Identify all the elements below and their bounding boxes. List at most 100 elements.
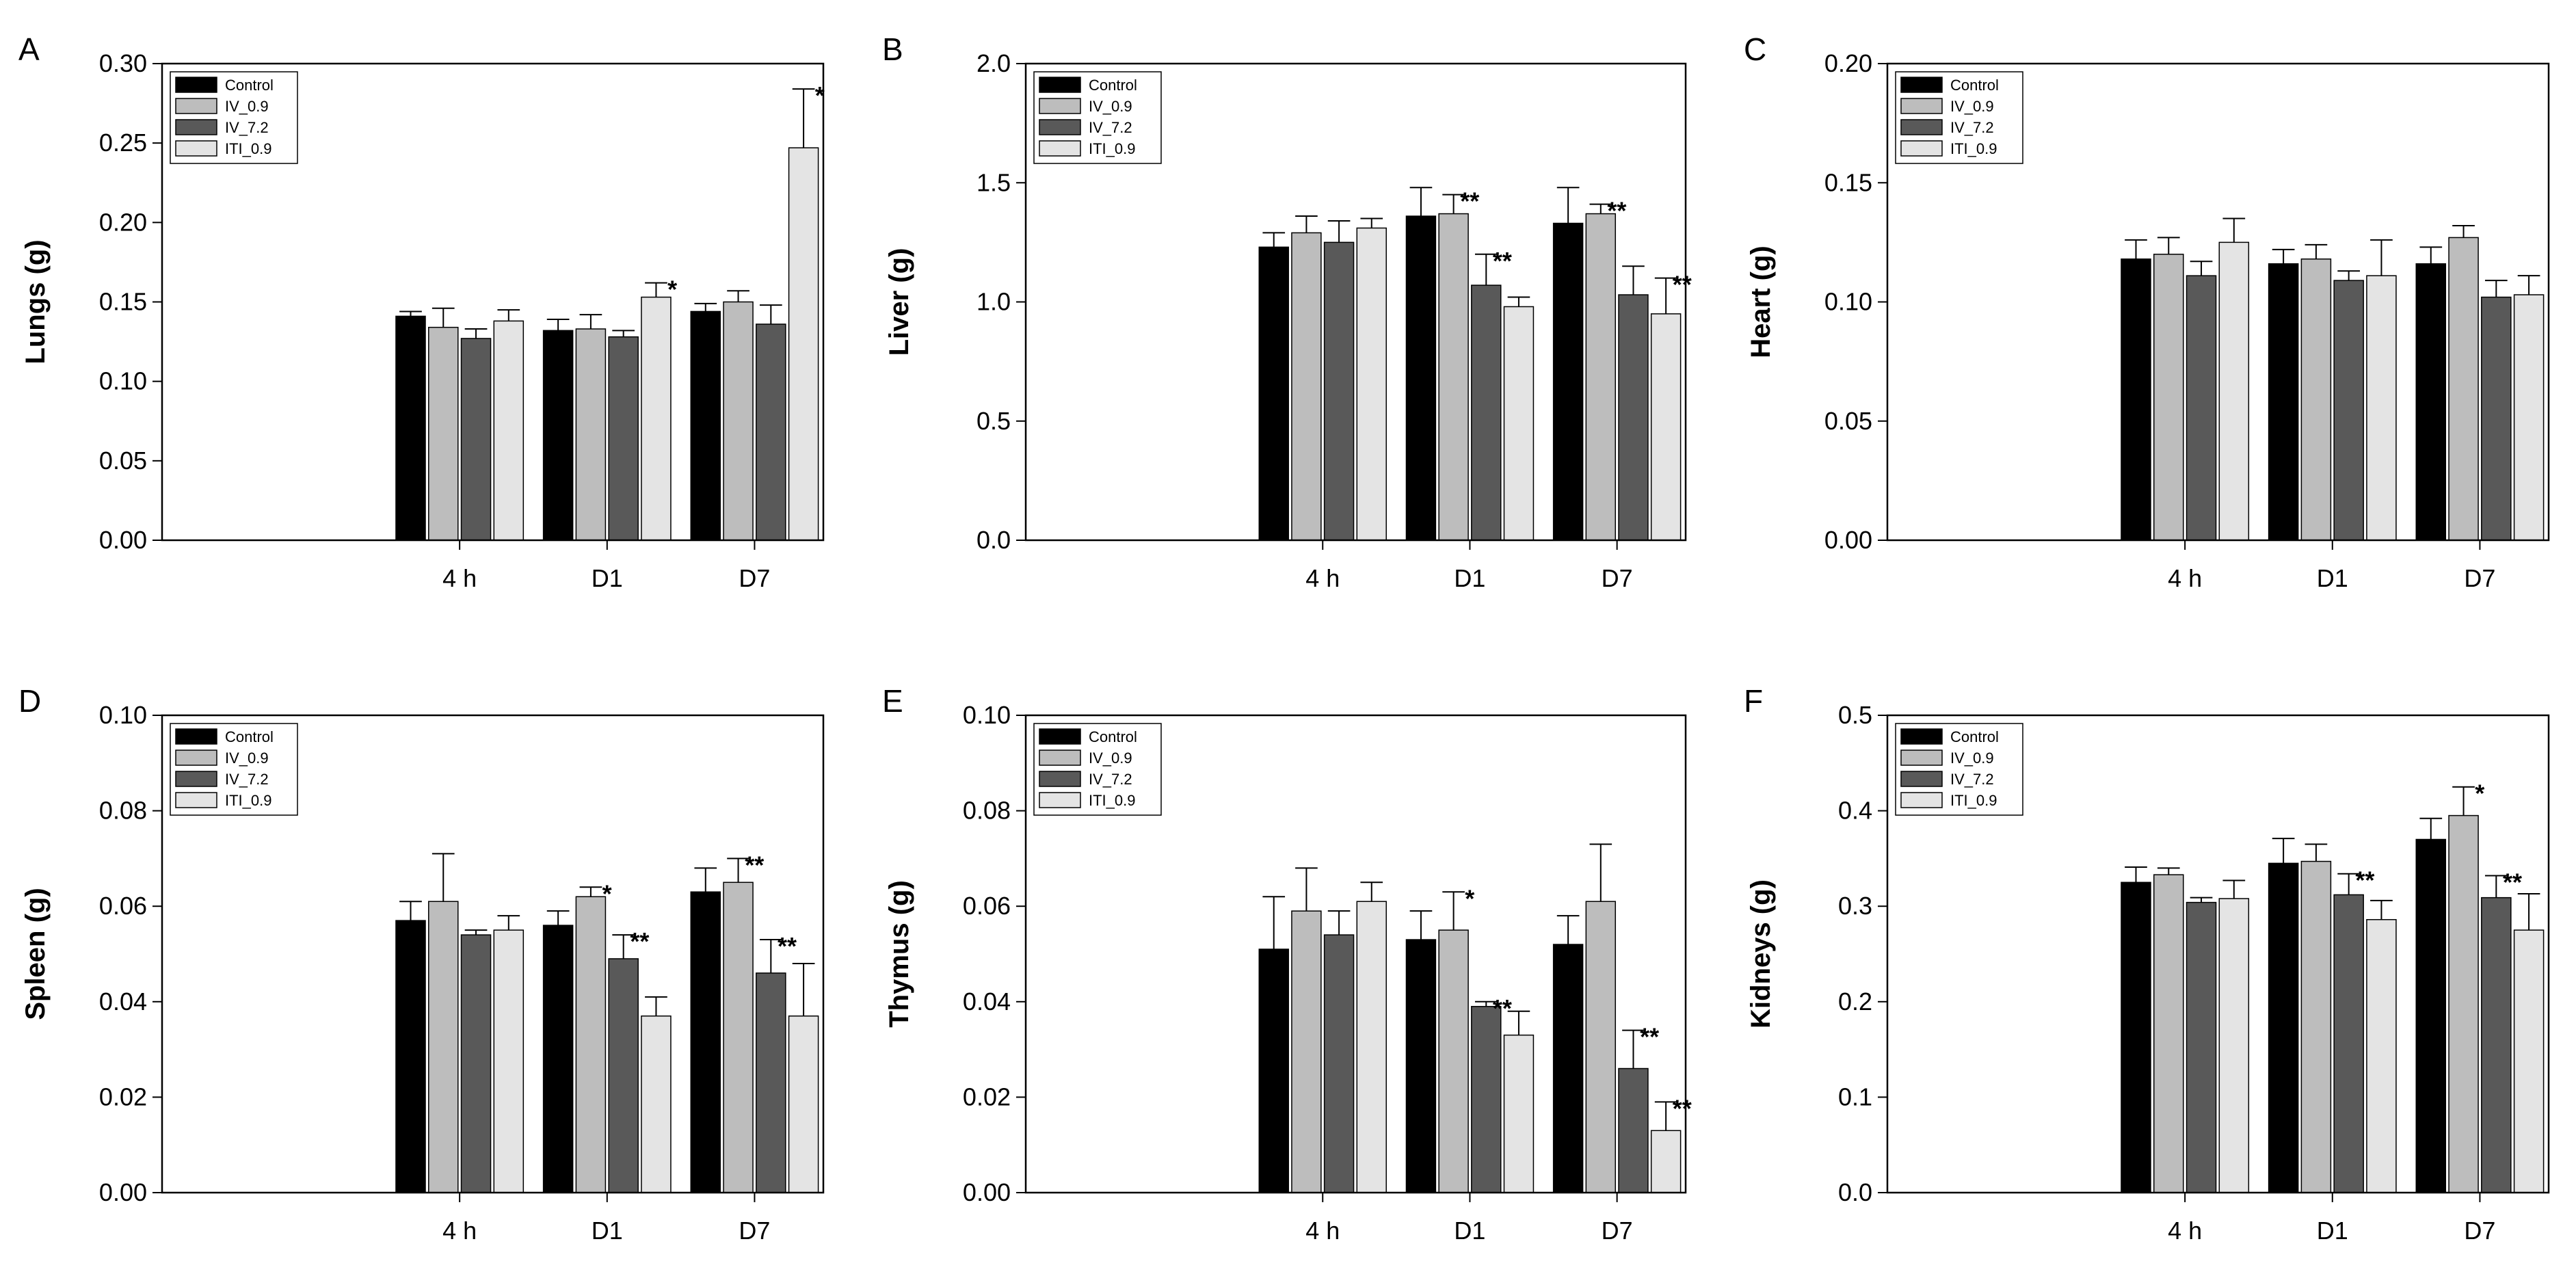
legend-swatch xyxy=(175,771,217,787)
legend-label: Control xyxy=(225,728,274,745)
legend-label: IV_7.2 xyxy=(225,119,269,136)
significance-marker: * xyxy=(667,276,677,304)
y-tick-label: 0.30 xyxy=(99,49,147,77)
legend-label: Control xyxy=(225,77,274,94)
legend-swatch xyxy=(1900,792,1943,808)
legend-label: ITI_0.9 xyxy=(1950,792,1997,809)
bar-iv-7.2-4h xyxy=(2186,901,2217,1193)
bar-iti-0.9-4h xyxy=(1356,227,1387,541)
significance-marker: ** xyxy=(1673,1094,1692,1122)
x-tick-label: D1 xyxy=(2317,1217,2348,1245)
bar-control-4h xyxy=(2121,881,2151,1193)
bar-control-4h xyxy=(1258,246,1289,541)
bar-iv-0.9-d1 xyxy=(2300,860,2332,1193)
plot-frame xyxy=(1886,62,2550,542)
legend: Control IV_0.9 IV_7.2 ITI_0.9 xyxy=(1033,71,1162,164)
significance-marker: ** xyxy=(1493,247,1512,275)
legend-label: ITI_0.9 xyxy=(1089,792,1135,809)
panel-a: A Lungs (g) 0.00 0.05 0.10 0.15 0.20 0.25 0.30 4 … xyxy=(18,31,825,592)
bar-control-d1 xyxy=(1405,939,1437,1193)
y-tick-label: 0.0 xyxy=(977,526,1011,554)
y-tick-label: 1.0 xyxy=(977,288,1011,316)
y-axis-title: Liver (g) xyxy=(884,248,914,356)
significance-marker: ** xyxy=(1493,994,1512,1022)
bar-control-d7 xyxy=(690,310,721,541)
bar-control-d7 xyxy=(1552,222,1584,541)
x-tick-label: D1 xyxy=(592,564,623,592)
legend-label: IV_7.2 xyxy=(1950,771,1994,788)
significance-marker: ** xyxy=(2503,868,2522,897)
x-tick-label: D1 xyxy=(2317,564,2348,592)
y-tick-label: 0.05 xyxy=(1824,407,1872,435)
legend-swatch xyxy=(175,749,217,766)
legend-label: IV_7.2 xyxy=(1089,771,1132,788)
legend-swatch xyxy=(1039,749,1081,766)
bar-iv-7.2-4h xyxy=(1323,241,1355,541)
bar-control-d7 xyxy=(690,891,721,1193)
bar-iti-0.9-d7 xyxy=(788,147,819,541)
legend-swatch xyxy=(1039,77,1081,93)
y-tick-label: 0.06 xyxy=(963,892,1011,920)
bar-iti-0.9-d1 xyxy=(1503,1034,1535,1193)
bar-iv-0.9-d7 xyxy=(2448,237,2479,541)
significance-marker: ** xyxy=(1460,187,1479,215)
y-tick-label: 0.06 xyxy=(99,892,147,920)
legend-label: Control xyxy=(1950,728,1999,745)
x-tick-label: 4 h xyxy=(2168,564,2202,592)
legend-label: Control xyxy=(1089,77,1137,94)
x-tick-label: 4 h xyxy=(2168,1217,2202,1245)
y-tick-label: 0.02 xyxy=(963,1083,1011,1111)
x-tick-label: 4 h xyxy=(1305,1217,1340,1245)
y-axis-title: Heart (g) xyxy=(1746,245,1776,358)
bar-iv-7.2-4h xyxy=(460,934,492,1193)
bar-iti-0.9-4h xyxy=(1356,901,1387,1193)
y-tick-label: 0.04 xyxy=(963,987,1011,1016)
legend-swatch xyxy=(1039,728,1081,745)
significance-marker: ** xyxy=(2355,866,2374,894)
x-tick-label: D1 xyxy=(1454,564,1485,592)
legend: Control IV_0.9 IV_7.2 ITI_0.9 xyxy=(170,71,298,164)
legend-swatch xyxy=(175,728,217,745)
bar-control-4h xyxy=(395,920,426,1193)
legend-label: IV_0.9 xyxy=(225,749,269,767)
y-axis-title: Lungs (g) xyxy=(21,239,51,364)
x-tick-label: D7 xyxy=(739,1217,770,1245)
legend-label: IV_0.9 xyxy=(1950,749,1994,767)
bar-iv-0.9-4h xyxy=(2153,254,2184,541)
legend-label: IV_0.9 xyxy=(1089,749,1132,767)
panel-f: F Kidneys (g) 0.0 0.1 0.2 0.3 0.4 0.5 4 h D1 ** D7 *… xyxy=(1744,683,2550,1245)
y-tick-label: 0.10 xyxy=(99,367,147,395)
x-tick-label: D7 xyxy=(2464,564,2495,592)
y-tick-label: 0.5 xyxy=(1838,701,1872,729)
bar-iti-0.9-4h xyxy=(2218,241,2250,541)
legend-swatch xyxy=(1900,749,1943,766)
plot-frame xyxy=(161,714,825,1194)
legend-label: ITI_0.9 xyxy=(1950,140,1997,157)
legend-label: ITI_0.9 xyxy=(225,792,271,809)
y-tick-label: 0.08 xyxy=(99,797,147,825)
panel-d: D Spleen (g) 0.00 0.02 0.04 0.06 0.08 0.10 4 h D1… xyxy=(18,683,825,1245)
legend-swatch xyxy=(1900,119,1943,135)
bar-iv-7.2-4h xyxy=(460,338,492,541)
y-tick-label: 0.10 xyxy=(99,701,147,729)
x-tick-label: D7 xyxy=(2464,1217,2495,1245)
y-tick-label: 0.10 xyxy=(1824,288,1872,316)
bar-iv-7.2-d7 xyxy=(756,972,786,1193)
legend-swatch xyxy=(175,77,217,93)
bar-iv-0.9-4h xyxy=(1291,232,1322,541)
bar-iv-0.9-d7 xyxy=(723,881,754,1193)
bar-iv-7.2-d7 xyxy=(1618,1067,1649,1193)
bar-control-d1 xyxy=(542,330,574,541)
y-tick-label: 0.00 xyxy=(99,1178,147,1206)
x-tick-label: D7 xyxy=(1602,1217,1633,1245)
legend: Control IV_0.9 IV_7.2 ITI_0.9 xyxy=(1033,723,1162,816)
y-axis-title: Thymus (g) xyxy=(884,880,914,1028)
bar-control-d7 xyxy=(1552,944,1584,1193)
y-tick-label: 0.00 xyxy=(1824,526,1872,554)
y-tick-label: 0.3 xyxy=(1838,892,1872,920)
bar-iti-0.9-4h xyxy=(2218,898,2250,1193)
legend-swatch xyxy=(1039,119,1081,135)
plot-frame xyxy=(1886,714,2550,1194)
bar-control-d7 xyxy=(2415,263,2447,541)
